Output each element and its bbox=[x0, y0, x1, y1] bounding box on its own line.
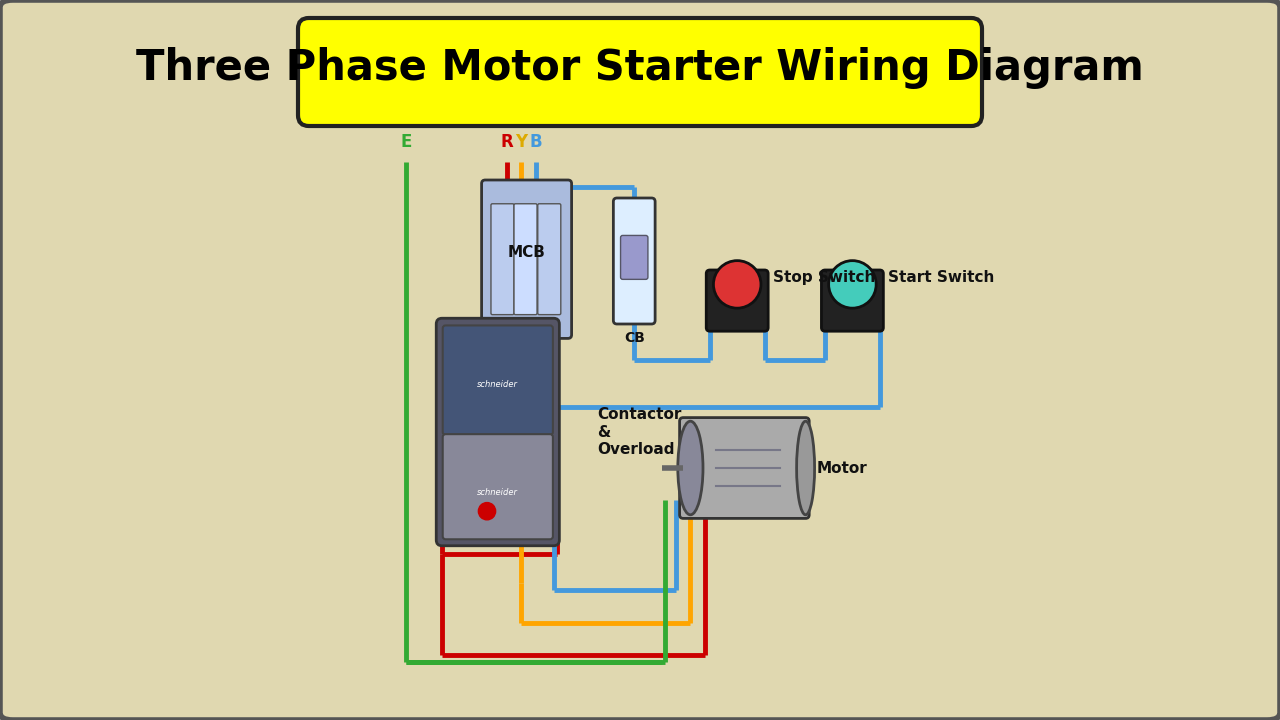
Text: Motor: Motor bbox=[817, 461, 867, 475]
FancyBboxPatch shape bbox=[707, 270, 768, 331]
Text: Stop Switch: Stop Switch bbox=[773, 270, 876, 284]
FancyBboxPatch shape bbox=[443, 434, 553, 539]
Circle shape bbox=[713, 261, 760, 308]
Text: R: R bbox=[500, 133, 513, 151]
Text: B: B bbox=[530, 133, 541, 151]
Text: Three Phase Motor Starter Wiring Diagram: Three Phase Motor Starter Wiring Diagram bbox=[136, 48, 1144, 89]
FancyBboxPatch shape bbox=[443, 325, 553, 435]
Ellipse shape bbox=[796, 421, 814, 515]
FancyBboxPatch shape bbox=[481, 180, 572, 338]
Circle shape bbox=[828, 261, 876, 308]
FancyBboxPatch shape bbox=[613, 198, 655, 324]
FancyBboxPatch shape bbox=[680, 418, 809, 518]
Ellipse shape bbox=[678, 421, 703, 515]
Circle shape bbox=[479, 503, 495, 520]
FancyBboxPatch shape bbox=[621, 235, 648, 279]
Text: Start Switch: Start Switch bbox=[888, 270, 995, 284]
FancyBboxPatch shape bbox=[538, 204, 561, 315]
FancyBboxPatch shape bbox=[298, 18, 982, 126]
FancyBboxPatch shape bbox=[436, 318, 559, 546]
Text: schneider: schneider bbox=[477, 488, 518, 497]
Text: E: E bbox=[401, 133, 412, 151]
Text: Contactor
&
Overload: Contactor & Overload bbox=[596, 407, 681, 457]
Text: MCB: MCB bbox=[508, 245, 545, 259]
Text: schneider: schneider bbox=[477, 380, 518, 389]
FancyBboxPatch shape bbox=[822, 270, 883, 331]
FancyBboxPatch shape bbox=[492, 204, 515, 315]
Text: Y: Y bbox=[515, 133, 527, 151]
FancyBboxPatch shape bbox=[515, 204, 538, 315]
Text: CB: CB bbox=[623, 331, 645, 346]
